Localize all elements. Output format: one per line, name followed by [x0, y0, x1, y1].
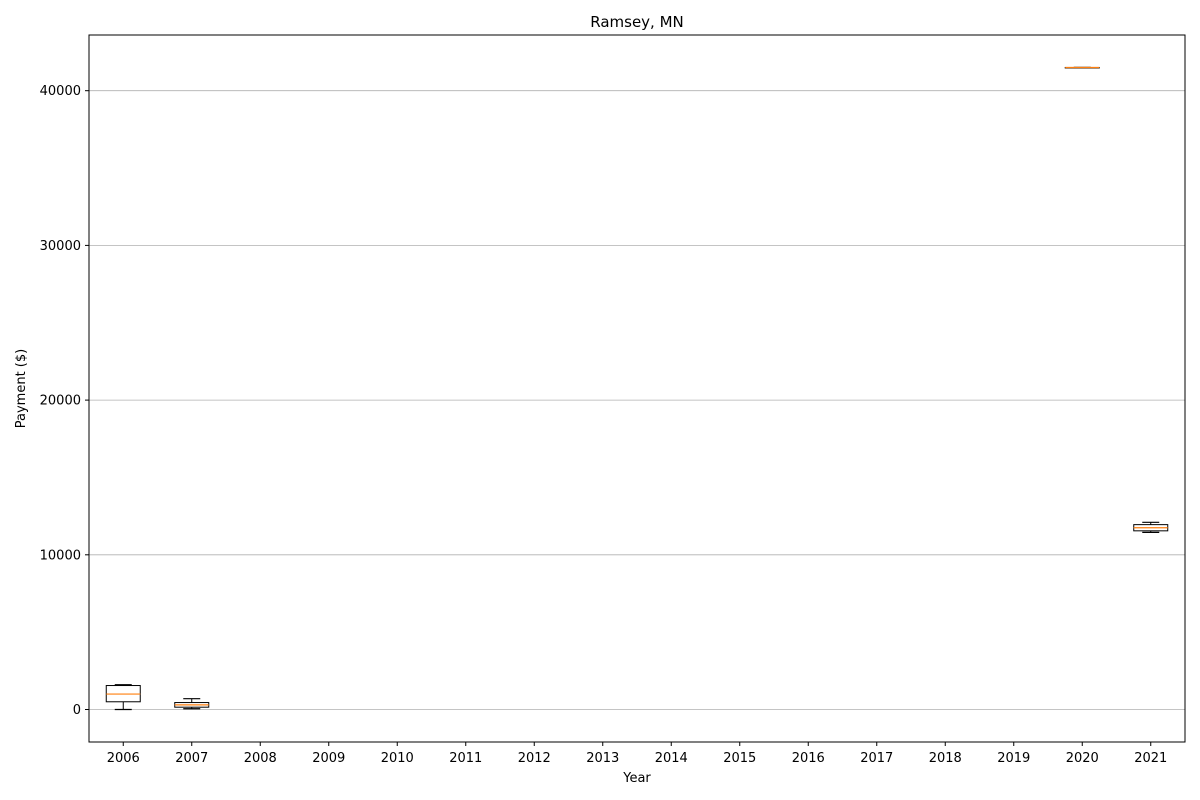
box-2021	[1133, 521, 1169, 533]
x-tick-label: 2017	[860, 751, 893, 766]
grid-layer	[89, 90, 1185, 710]
plot-layer	[105, 66, 1169, 711]
chart-title: Ramsey, MN	[590, 13, 684, 31]
x-tick-label: 2019	[997, 751, 1030, 766]
x-tick-label: 2008	[244, 751, 277, 766]
y-tick-label: 10000	[40, 548, 81, 563]
x-tick-label: 2009	[312, 751, 345, 766]
y-tick-label: 0	[73, 703, 81, 718]
y-axis: 0 10000 20000 30000 40000	[40, 84, 89, 718]
x-tick-label: 2012	[518, 751, 551, 766]
y-tick-label: 20000	[40, 394, 81, 409]
y-tick-label: 30000	[40, 239, 81, 254]
x-tick-label: 2021	[1134, 751, 1167, 766]
x-tick-label: 2020	[1066, 751, 1099, 766]
x-tick-label: 2006	[107, 751, 140, 766]
x-tick-label: 2013	[586, 751, 619, 766]
box-2006	[105, 684, 141, 711]
y-axis-label: Payment ($)	[14, 349, 29, 428]
x-tick-label: 2010	[381, 751, 414, 766]
box-2007	[174, 698, 210, 710]
x-tick-label: 2016	[792, 751, 825, 766]
x-tick-label: 2014	[655, 751, 688, 766]
x-tick-label: 2007	[175, 751, 208, 766]
x-tick-label: 2015	[723, 751, 756, 766]
x-tick-label: 2011	[449, 751, 482, 766]
x-axis-label: Year	[622, 771, 651, 786]
box-2020	[1064, 66, 1100, 69]
plot-frame	[88, 34, 1186, 743]
x-axis: 2006 2007 2008 2009 2010 2011 2012 2013 2014 2015…	[107, 742, 1167, 766]
y-tick-label: 40000	[40, 84, 81, 99]
x-tick-label: 2018	[929, 751, 962, 766]
